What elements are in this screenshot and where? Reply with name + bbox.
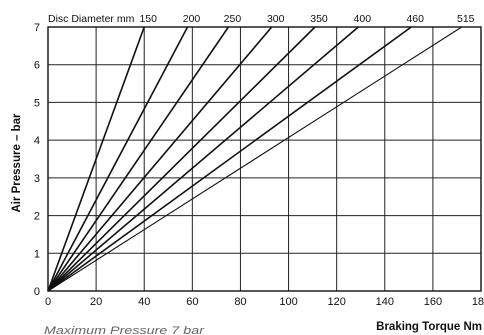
series-line-300: [47, 26, 273, 292]
y-tick-label: 0: [34, 286, 40, 298]
series-line-515: [47, 26, 463, 292]
disc-label-350: 350: [310, 13, 328, 25]
y-tick-label: 2: [34, 211, 40, 223]
series-lines: [47, 26, 463, 292]
series-line-400: [47, 26, 359, 292]
series-line-460: [47, 26, 412, 292]
x-tick-label: 160: [424, 296, 442, 308]
disc-label-200: 200: [183, 13, 201, 25]
x-tick-label: 80: [234, 296, 246, 308]
disc-diameter-label: Disc Diameter mm: [48, 13, 135, 25]
disc-label-515: 515: [457, 13, 475, 25]
y-tick-label: 3: [34, 173, 40, 185]
disc-label-150: 150: [139, 13, 157, 25]
x-tick-label: 40: [138, 296, 150, 308]
y-tick-label: 5: [34, 97, 40, 109]
y-tick-label: 6: [34, 60, 40, 72]
x-tick-label: 180: [472, 296, 484, 308]
disc-label-300: 300: [267, 13, 285, 25]
x-tick-label: 60: [186, 296, 198, 308]
y-tick-labels: 0 1 2 3 4 5 6 7: [34, 22, 40, 298]
y-axis-title: Air Pressure – bar: [11, 113, 23, 213]
x-tick-label: 20: [90, 296, 102, 308]
series-line-200: [47, 26, 189, 292]
series-line-250: [47, 26, 230, 292]
y-tick-label: 4: [34, 135, 40, 147]
x-axis-title: Braking Torque Nm: [376, 321, 482, 333]
disc-label-250: 250: [224, 13, 242, 25]
x-tick-label: 120: [327, 296, 345, 308]
series-line-350: [47, 26, 316, 292]
disc-labels: 150 200 250 300 350 400 460 515: [139, 13, 474, 25]
x-tick-label: 140: [376, 296, 394, 308]
grid: [48, 27, 481, 291]
disc-label-460: 460: [406, 13, 424, 25]
plot-frame: [47, 26, 482, 292]
footnote: Maximum Pressure 7 bar: [44, 325, 206, 335]
x-tick-label: 100: [279, 296, 297, 308]
y-tick-label: 1: [34, 248, 40, 260]
y-tick-label: 7: [34, 22, 40, 34]
disc-label-400: 400: [354, 13, 372, 25]
series-line-150: [47, 26, 145, 292]
x-tick-labels: 0 20 40 60 80 100 120 140 160 180: [45, 296, 484, 308]
x-tick-label: 0: [45, 296, 51, 308]
